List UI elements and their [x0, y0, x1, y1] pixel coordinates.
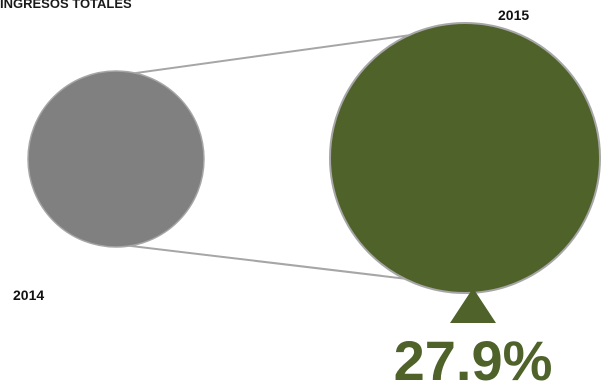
- year-label-2014: 2014: [13, 287, 44, 303]
- connector-line-bottom: [113, 243, 459, 286]
- bubble-2014: [27, 70, 205, 248]
- growth-up-triangle-icon: [450, 288, 496, 323]
- connector-line-top: [113, 30, 441, 77]
- year-label-2015: 2015: [498, 7, 529, 23]
- bubble-2015: [329, 22, 601, 294]
- growth-percentage: 27.9%: [394, 329, 553, 387]
- chart-title: INGRESOS TOTALES: [0, 0, 132, 11]
